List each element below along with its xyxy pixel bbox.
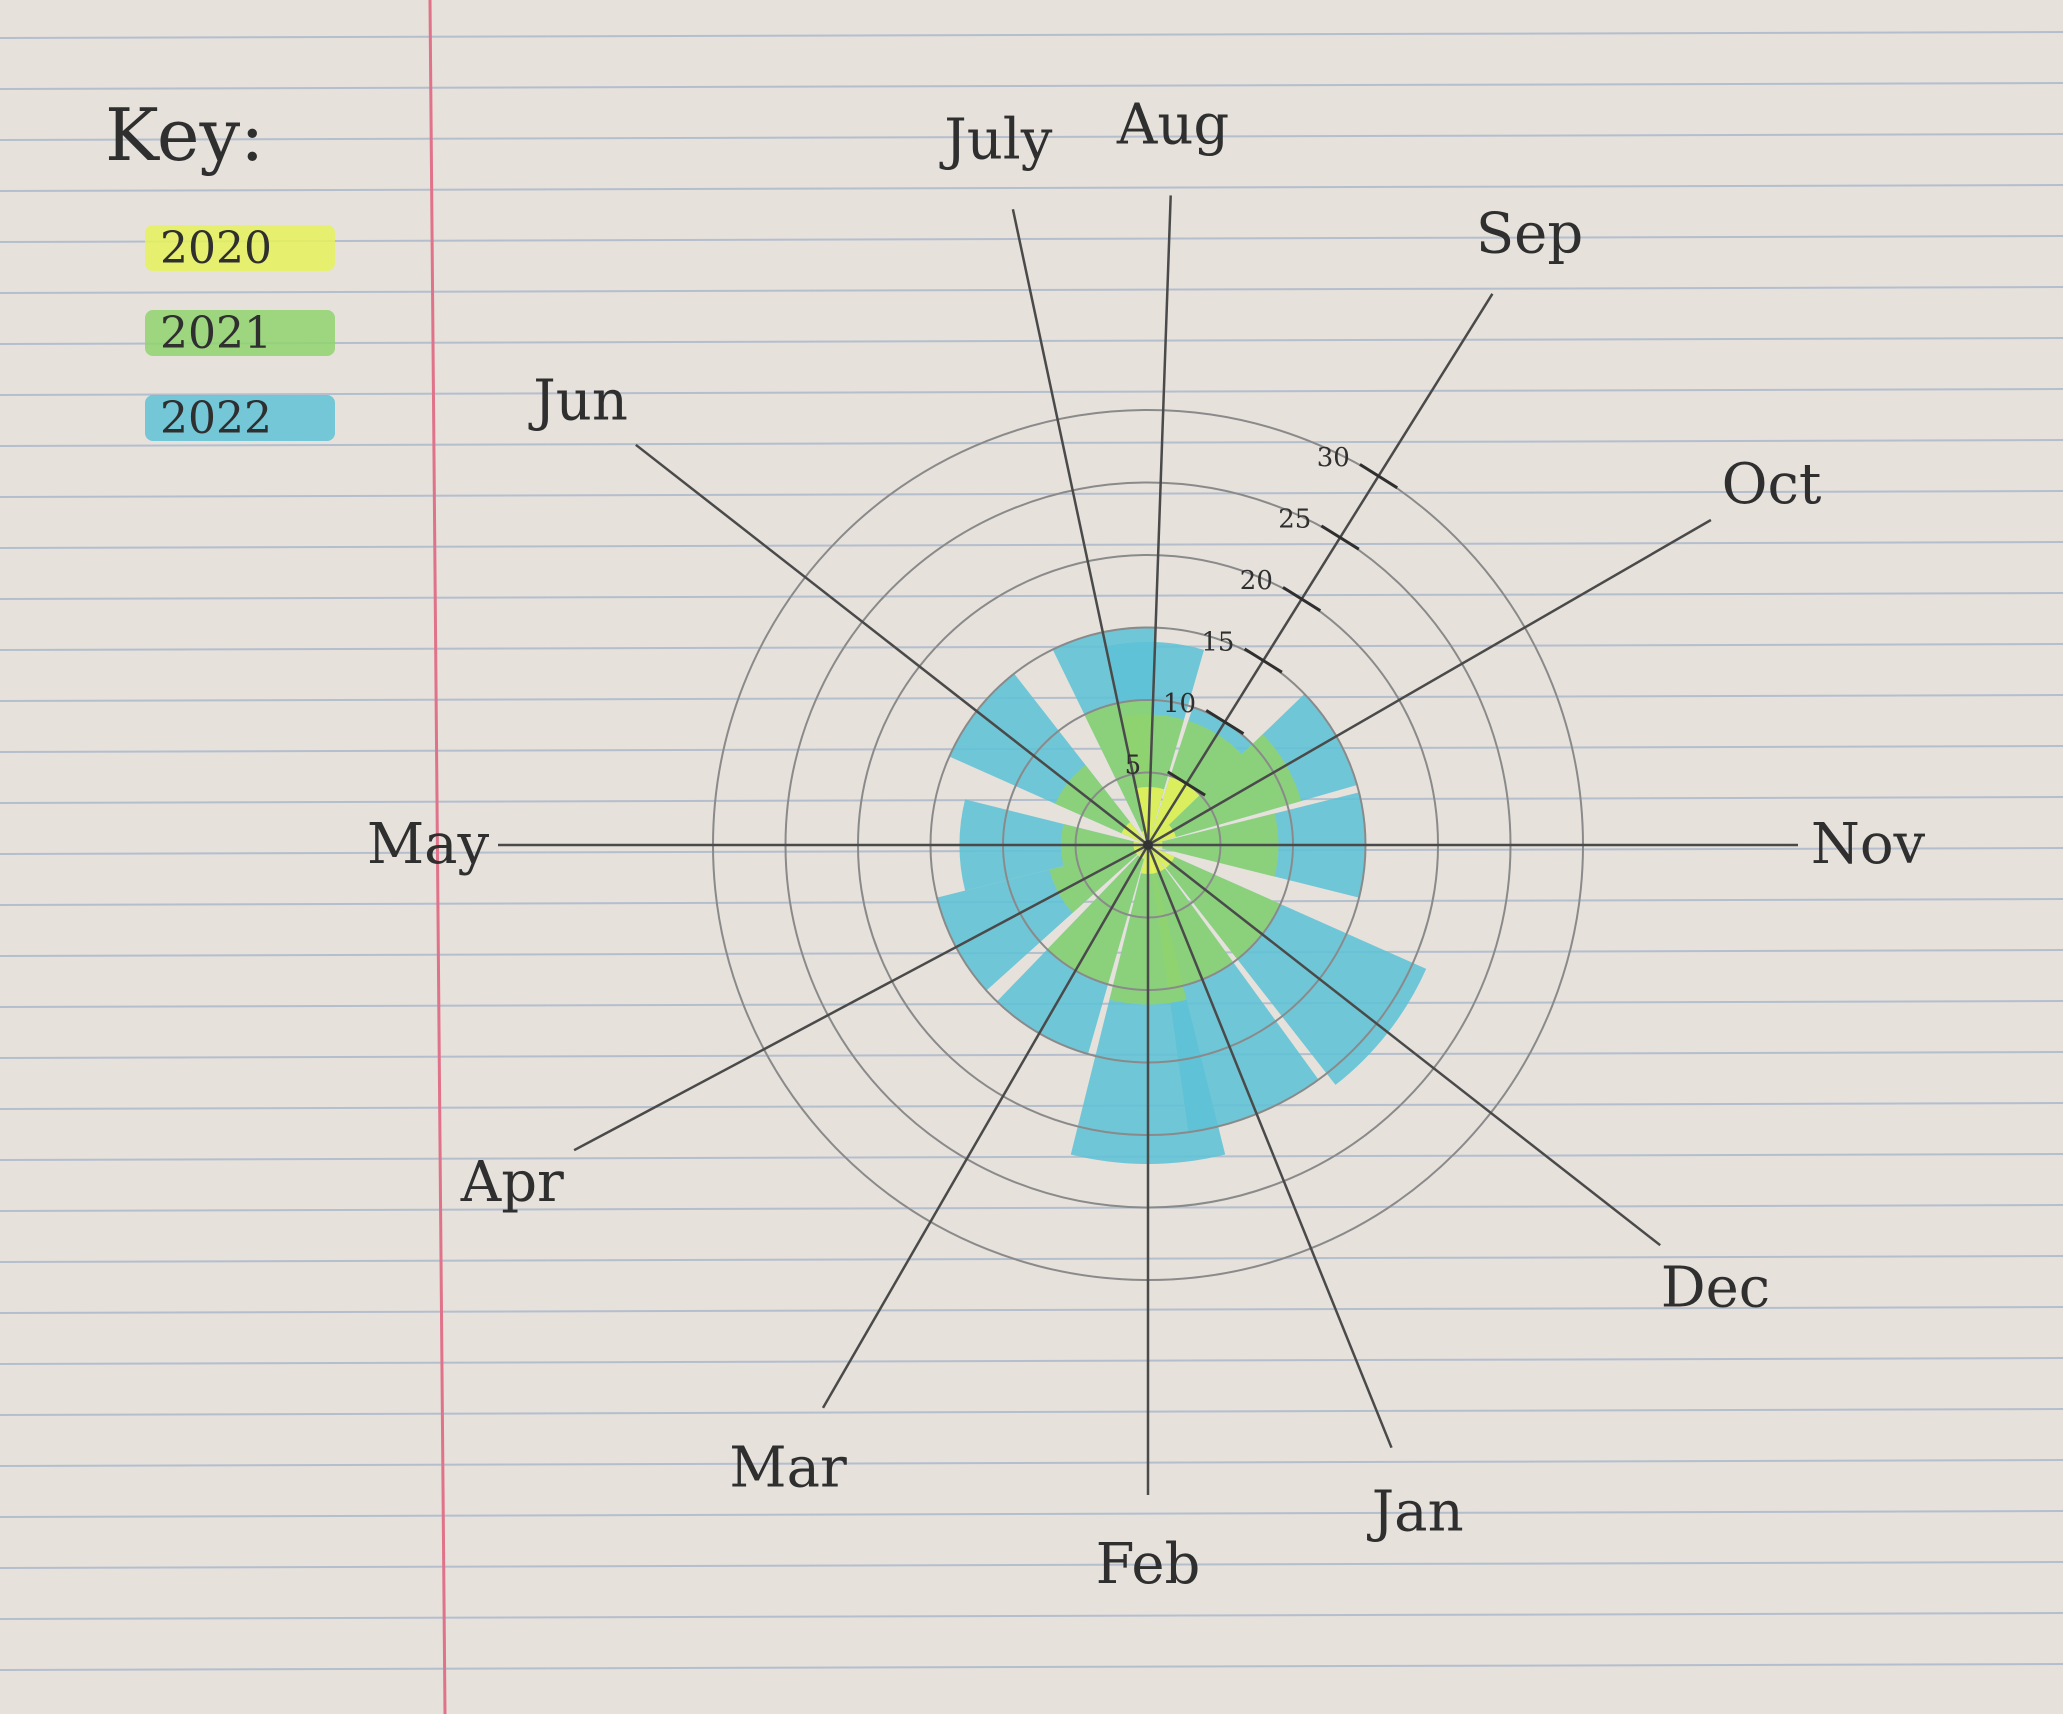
bar-2021-oct xyxy=(1148,734,1302,845)
ruled-line xyxy=(0,1153,2063,1161)
legend: Key: 2020 2021 2022 xyxy=(105,93,335,444)
tick-label-30: 30 xyxy=(1317,443,1350,473)
axis-july xyxy=(1011,208,1150,846)
bar-2021-dec xyxy=(1148,845,1281,960)
legend-swatch xyxy=(145,225,335,271)
ruled-line xyxy=(0,490,2063,498)
ruled-line xyxy=(0,184,2063,192)
legend-swatch xyxy=(145,395,335,441)
month-label-apr: Apr xyxy=(460,1150,564,1215)
month-label-sep: Sep xyxy=(1476,201,1583,266)
ruled-line xyxy=(0,388,2063,396)
month-label-jan: Jan xyxy=(1367,1480,1464,1545)
radial-ticks: 5 10 15 20 25 30 xyxy=(1125,443,1398,850)
legend-label: 2022 xyxy=(160,393,272,444)
ruled-line xyxy=(0,235,2063,243)
chart-center xyxy=(1143,840,1153,850)
ruled-line xyxy=(0,1102,2063,1110)
tick-mark-30 xyxy=(1359,463,1398,490)
bar-2021-mar xyxy=(1047,845,1148,985)
axis-aug xyxy=(1146,195,1172,846)
tick-mark-5 xyxy=(1167,770,1206,797)
ruled-line xyxy=(0,1408,2063,1416)
ruled-line xyxy=(0,1612,2063,1620)
ruled-line xyxy=(0,1510,2063,1518)
axis-oct xyxy=(1147,518,1712,847)
ruled-line xyxy=(0,592,2063,600)
month-label-july: July xyxy=(939,108,1052,173)
ruled-line xyxy=(0,1051,2063,1059)
bar-2021-aug xyxy=(1120,714,1184,845)
month-label-aug: Aug xyxy=(1116,92,1229,157)
month-label-may: May xyxy=(367,812,490,877)
tick-mark-15 xyxy=(1243,647,1283,674)
ruled-line xyxy=(0,1459,2063,1467)
ruled-line xyxy=(0,439,2063,447)
ruled-line xyxy=(0,1306,2063,1314)
ruled-line xyxy=(0,82,2063,90)
ruled-line xyxy=(0,1204,2063,1212)
axis-apr xyxy=(573,843,1149,1152)
bar-2020-sep xyxy=(1148,776,1201,845)
ruled-line xyxy=(0,643,2063,651)
margin-line xyxy=(428,0,447,1714)
ruled-line xyxy=(0,1255,2063,1263)
axis-mar xyxy=(821,844,1150,1409)
tick-label-20: 20 xyxy=(1240,566,1273,596)
bar-2021-jun xyxy=(1055,765,1148,845)
month-label-dec: Dec xyxy=(1661,1255,1770,1320)
month-label-feb: Feb xyxy=(1096,1532,1201,1597)
tick-label-15: 15 xyxy=(1201,628,1234,658)
axis-sep xyxy=(1146,293,1494,846)
axis-jun xyxy=(635,443,1149,846)
axis-dec xyxy=(1147,844,1661,1247)
tick-label-25: 25 xyxy=(1278,505,1311,535)
axis-jan xyxy=(1146,844,1393,1449)
legend-title: Key: xyxy=(105,93,264,177)
ruled-line xyxy=(0,31,2063,39)
month-axes xyxy=(498,195,1798,1495)
tick-mark-25 xyxy=(1320,524,1360,551)
tick-mark-10 xyxy=(1205,709,1245,735)
ruled-line xyxy=(0,1663,2063,1671)
ruled-line xyxy=(0,133,2063,141)
month-labels: Jan Feb Mar Apr May Jun July Aug Sep Oct Nov Dec xyxy=(367,92,1926,1597)
ruled-line xyxy=(0,541,2063,549)
ruled-line xyxy=(0,286,2063,294)
tick-label-10: 10 xyxy=(1163,689,1196,719)
tick-mark-20 xyxy=(1282,586,1322,612)
ruled-line xyxy=(0,796,2063,804)
month-label-mar: Mar xyxy=(729,1436,847,1501)
legend-label: 2020 xyxy=(160,223,272,274)
month-label-nov: Nov xyxy=(1811,812,1926,877)
ruled-line xyxy=(0,1561,2063,1569)
ruled-line xyxy=(0,1357,2063,1365)
month-label-jun: Jun xyxy=(528,369,628,434)
bar-2021-apr xyxy=(1049,845,1148,913)
month-label-oct: Oct xyxy=(1722,452,1822,517)
tick-label-5: 5 xyxy=(1125,751,1142,781)
legend-swatch xyxy=(145,310,335,356)
legend-label: 2021 xyxy=(160,308,272,359)
ruled-line xyxy=(0,337,2063,345)
ruled-line xyxy=(0,949,2063,957)
